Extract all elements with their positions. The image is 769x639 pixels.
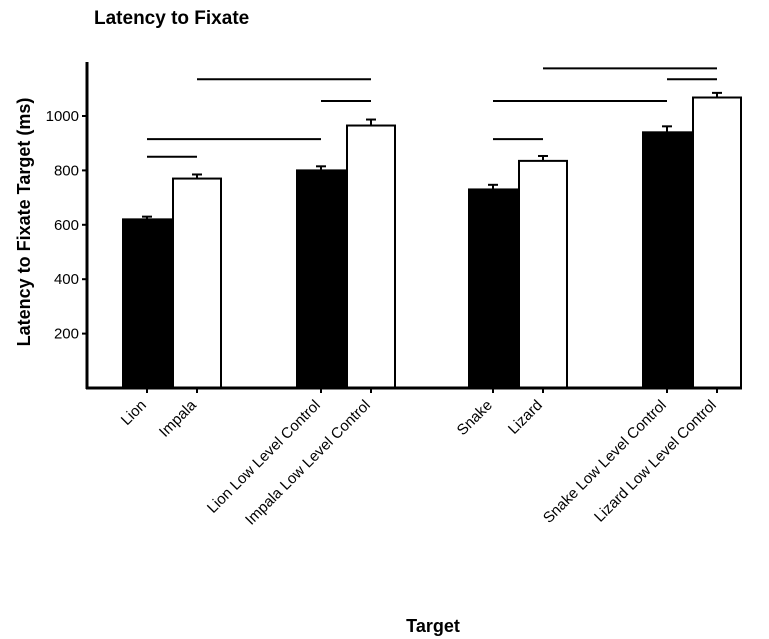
- chart-title: Latency to Fixate: [94, 8, 250, 29]
- bar-impala: [172, 177, 222, 389]
- bars: [122, 96, 742, 390]
- bar-lizard: [518, 159, 568, 389]
- bar-lizard-low-level-control: [692, 96, 742, 389]
- bar-impala-low-level-control: [346, 124, 396, 390]
- x-tick-label: Snake: [454, 397, 496, 439]
- x-axis-title: Target: [406, 616, 460, 636]
- significance-lines: [147, 67, 717, 158]
- y-tick-label: 400: [54, 271, 79, 288]
- bar-snake: [468, 188, 518, 389]
- y-tick-label: 200: [54, 326, 79, 343]
- x-tick-label: Lion: [118, 397, 150, 429]
- bar-snake-low-level-control: [642, 131, 692, 389]
- y-tick-label: 1000: [46, 108, 79, 125]
- x-tick-label: Lizard: [505, 397, 546, 438]
- y-tick-label: 800: [54, 162, 79, 179]
- y-tick-label: 600: [54, 217, 79, 234]
- bar-lion: [122, 218, 172, 389]
- y-axis-title: Latency to Fixate Target (ms): [14, 98, 34, 347]
- bar-lion-low-level-control: [296, 169, 346, 389]
- y-ticks: 200 400 600 800 1000: [46, 108, 87, 343]
- x-tick-label: Impala: [156, 396, 200, 440]
- error-bars: [142, 91, 722, 220]
